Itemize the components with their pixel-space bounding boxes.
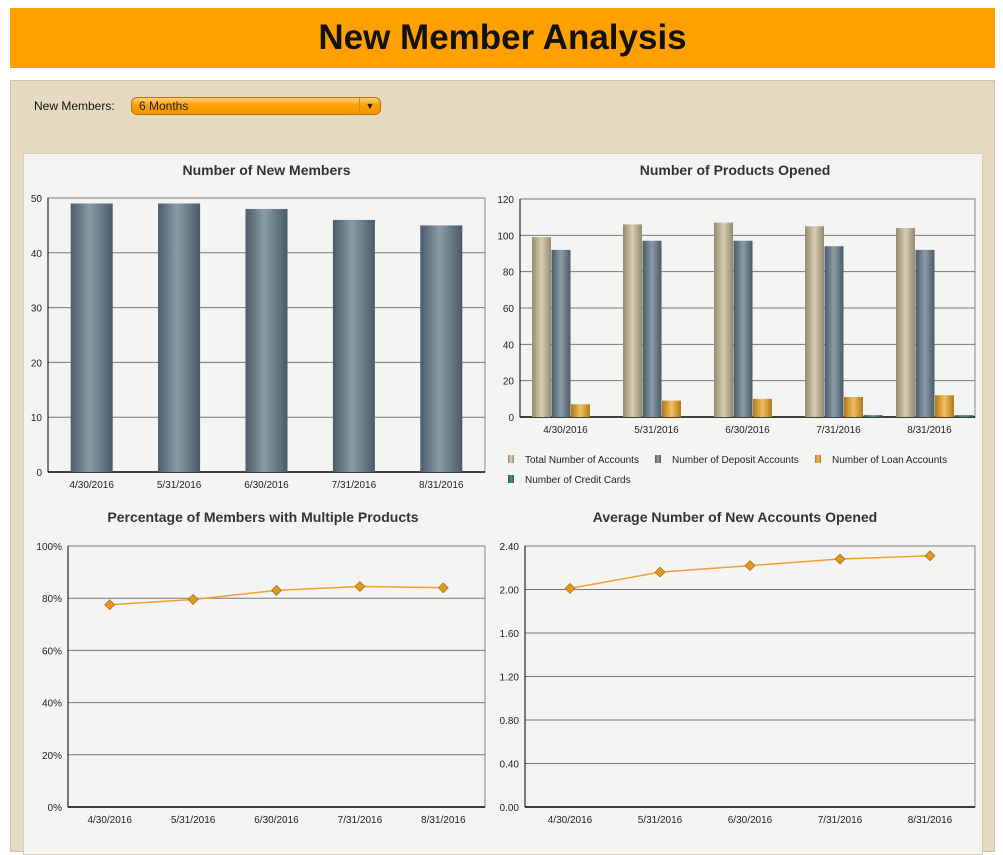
bar	[733, 240, 753, 417]
x-tick-label: 4/30/2016	[69, 480, 114, 491]
data-point	[437, 582, 449, 594]
bar	[662, 400, 681, 417]
y-tick-label: 40	[503, 340, 515, 351]
x-tick-label: 5/31/2016	[171, 815, 216, 826]
bar	[935, 395, 954, 417]
y-tick-label: 1.20	[500, 673, 520, 684]
page-title: New Member Analysis	[10, 8, 995, 68]
bar	[896, 228, 915, 417]
chevron-down-icon[interactable]: ▼	[359, 98, 380, 114]
bar	[805, 226, 824, 417]
x-tick-label: 7/31/2016	[332, 480, 377, 491]
bar	[824, 246, 844, 417]
y-tick-label: 80%	[42, 594, 62, 605]
y-tick-label: 2.00	[500, 586, 520, 597]
chart-title: Number of New Members	[182, 162, 351, 178]
selected-value: 6 Months	[139, 99, 189, 113]
chart-title: Number of Products Opened	[639, 162, 831, 178]
legend-swatch	[655, 455, 661, 463]
data-point	[834, 553, 846, 565]
data-point	[354, 581, 366, 592]
y-tick-label: 0	[508, 413, 514, 424]
legend-label: Number of Loan Accounts	[832, 455, 947, 466]
bar	[642, 240, 662, 417]
bar	[332, 219, 375, 472]
data-point	[924, 550, 936, 562]
legend-label: Total Number of Accounts	[525, 455, 639, 466]
bar	[954, 415, 974, 417]
x-tick-label: 8/31/2016	[421, 815, 466, 826]
x-tick-label: 4/30/2016	[543, 425, 588, 436]
data-point	[654, 566, 666, 578]
x-tick-label: 8/31/2016	[908, 815, 953, 826]
y-tick-label: 80	[503, 268, 515, 279]
chart-title: Percentage of Members with Multiple Prod…	[107, 509, 419, 525]
y-tick-label: 0.40	[500, 760, 520, 771]
bar	[863, 415, 883, 417]
x-tick-label: 8/31/2016	[907, 425, 952, 436]
y-tick-label: 30	[31, 304, 43, 315]
y-tick-label: 20	[31, 358, 43, 369]
bar	[158, 203, 201, 473]
y-tick-label: 40	[31, 249, 43, 260]
data-point	[744, 560, 756, 572]
chart-title: Average Number of New Accounts Opened	[592, 509, 878, 525]
bar	[70, 203, 113, 473]
y-tick-label: 2.40	[500, 542, 520, 553]
y-tick-label: 60	[503, 304, 515, 315]
x-tick-label: 6/30/2016	[725, 425, 770, 436]
x-tick-label: 8/31/2016	[419, 480, 464, 491]
y-tick-label: 40%	[42, 699, 62, 710]
y-tick-label: 1.60	[500, 629, 520, 640]
x-tick-label: 7/31/2016	[816, 425, 861, 436]
legend-label: Number of Credit Cards	[525, 475, 631, 486]
y-tick-label: 0%	[48, 803, 63, 814]
legend-label: Number of Deposit Accounts	[672, 455, 799, 466]
bar	[420, 225, 463, 472]
y-tick-label: 50	[31, 194, 43, 205]
x-tick-label: 6/30/2016	[254, 815, 299, 826]
y-tick-label: 0.80	[500, 716, 520, 727]
x-tick-label: 7/31/2016	[818, 815, 863, 826]
y-tick-label: 100	[497, 231, 514, 242]
x-tick-label: 5/31/2016	[157, 480, 202, 491]
data-point	[564, 582, 576, 594]
bar	[245, 208, 288, 472]
bar	[915, 249, 935, 417]
data-point	[187, 594, 199, 605]
bar	[532, 237, 551, 417]
y-tick-label: 0	[36, 468, 42, 479]
y-tick-label: 20	[503, 377, 515, 388]
y-tick-label: 10	[31, 413, 43, 424]
bar	[571, 404, 590, 417]
data-point	[104, 599, 116, 611]
bar	[753, 398, 772, 417]
legend-swatch	[508, 455, 514, 463]
x-tick-label: 6/30/2016	[728, 815, 773, 826]
bar	[844, 397, 863, 417]
x-tick-label: 4/30/2016	[87, 815, 132, 826]
bar	[714, 222, 733, 417]
new-members-select[interactable]: 6 Months ▼	[131, 97, 381, 115]
y-tick-label: 120	[497, 195, 514, 206]
y-tick-label: 20%	[42, 751, 62, 762]
x-tick-label: 5/31/2016	[638, 815, 683, 826]
x-tick-label: 6/30/2016	[244, 480, 289, 491]
x-tick-label: 4/30/2016	[548, 815, 593, 826]
new-members-label: New Members:	[34, 99, 115, 113]
y-tick-label: 0.00	[500, 803, 520, 814]
x-tick-label: 5/31/2016	[634, 425, 679, 436]
bar	[623, 224, 642, 417]
y-tick-label: 100%	[36, 542, 62, 553]
y-tick-label: 60%	[42, 646, 62, 657]
data-point	[271, 584, 282, 596]
x-tick-label: 7/31/2016	[338, 815, 383, 826]
legend-swatch	[815, 455, 821, 463]
legend-swatch	[508, 475, 514, 483]
bar	[551, 249, 571, 417]
